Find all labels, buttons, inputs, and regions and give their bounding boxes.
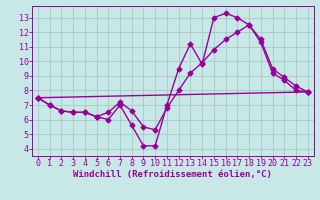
X-axis label: Windchill (Refroidissement éolien,°C): Windchill (Refroidissement éolien,°C) bbox=[73, 170, 272, 179]
